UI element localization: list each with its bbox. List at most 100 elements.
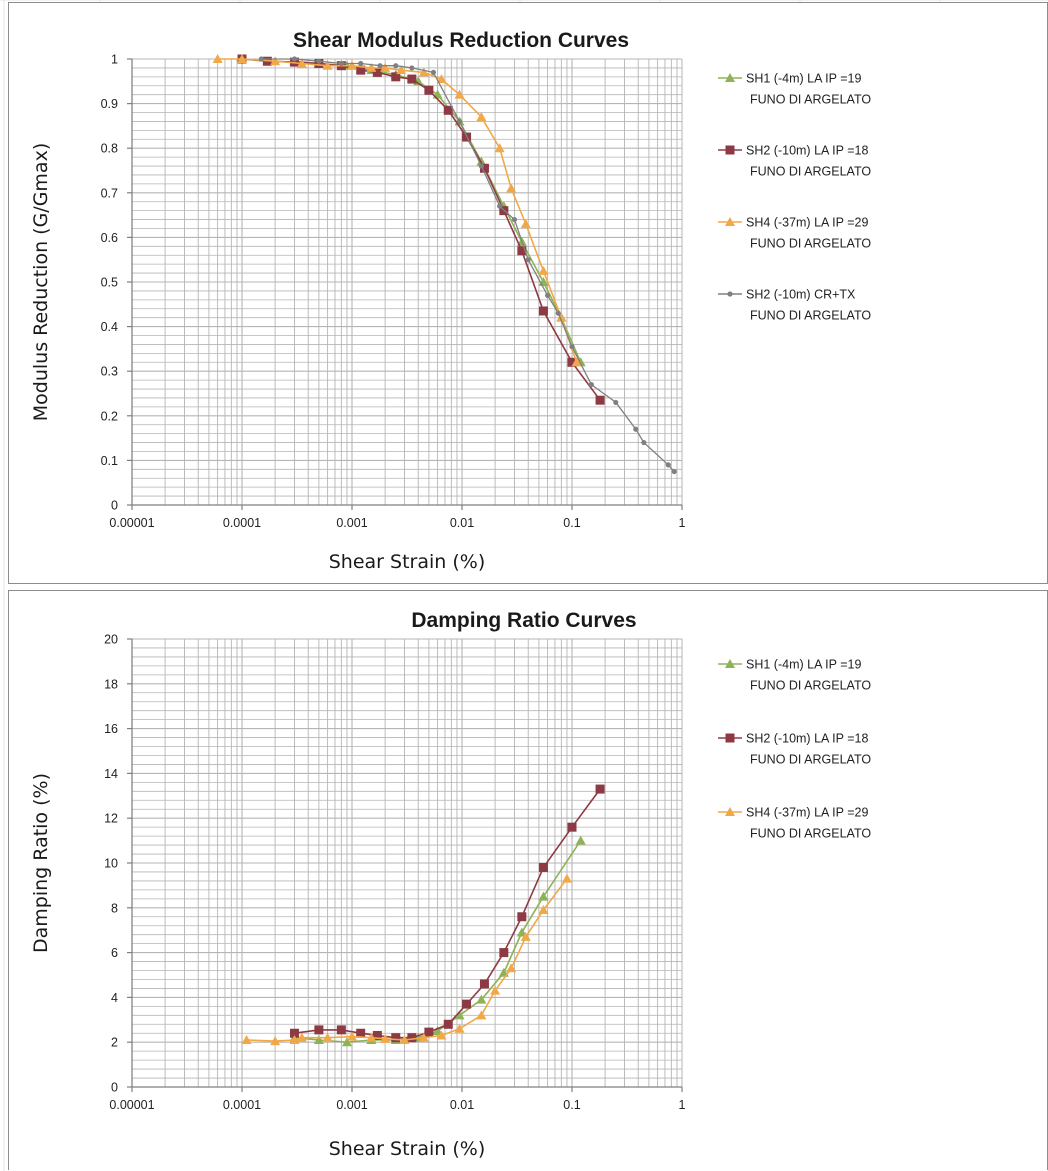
y-tick-label: 0.7 xyxy=(101,186,118,200)
legend-entry: SH2 (-10m) LA IP =18 FUNO DI ARGELATO xyxy=(718,144,871,179)
data-point xyxy=(372,67,382,77)
plot-grid xyxy=(131,58,683,506)
data-point xyxy=(241,1034,252,1044)
data-point xyxy=(366,1032,377,1042)
data-point xyxy=(538,905,549,915)
y-tick-label: 4 xyxy=(111,991,118,1005)
chart-title: Shear Modulus Reduction Curves xyxy=(293,29,629,52)
data-point xyxy=(322,60,333,70)
data-point xyxy=(671,468,677,475)
legend-entry: SH2 (-10m) LA IP =18 FUNO DI ARGELATO xyxy=(718,732,871,767)
data-point xyxy=(407,1033,417,1043)
y-axis-title: Modulus Reduction (G/Gmax) xyxy=(30,143,52,421)
data-point xyxy=(407,74,417,84)
legend-label: SH4 (-37m) LA IP =29 xyxy=(746,216,868,230)
series-sh4 xyxy=(241,873,572,1046)
data-point xyxy=(393,63,399,69)
legend-label: FUNO DI ARGELATO xyxy=(750,93,871,107)
data-point xyxy=(237,54,247,63)
legend-marker xyxy=(725,659,735,668)
legend-marker xyxy=(725,807,735,816)
y-tick-label: 16 xyxy=(104,722,118,736)
data-point xyxy=(358,60,364,67)
axes xyxy=(127,58,683,510)
data-point xyxy=(432,89,443,99)
data-point xyxy=(454,1010,465,1020)
data-point xyxy=(633,426,639,432)
legend-label: FUNO DI ARGELATO xyxy=(750,827,871,841)
data-point xyxy=(366,62,377,72)
data-point xyxy=(409,65,415,71)
modulus-reduction-chart-panel[interactable]: Shear Modulus Reduction Curves 0 0.1 0.2 0.3… xyxy=(8,2,1048,584)
data-point xyxy=(391,72,401,82)
legend-label: SH1 (-4m) LA IP =19 xyxy=(746,72,861,86)
y-tick-label: 6 xyxy=(111,946,118,960)
data-point xyxy=(322,1032,333,1042)
y-axis-title: Damping Ratio (%) xyxy=(30,773,52,953)
data-point xyxy=(490,985,501,995)
data-point xyxy=(567,822,577,832)
y-tick-label: 8 xyxy=(111,901,118,915)
x-tick-label: 0.1 xyxy=(563,1098,580,1112)
data-point xyxy=(575,835,586,845)
legend-marker xyxy=(725,73,735,82)
legend-label: FUNO DI ARGELATO xyxy=(750,237,871,251)
data-point xyxy=(511,216,518,223)
data-point xyxy=(377,63,383,69)
x-axis-title: Shear Strain (%) xyxy=(329,551,486,573)
legend-entry: SH2 (-10m) CR+TX FUNO DI ARGELATO xyxy=(718,288,871,323)
data-point xyxy=(418,1032,429,1042)
data-point xyxy=(476,1010,487,1020)
y-tick-label: 0.9 xyxy=(101,97,118,111)
data-point xyxy=(476,994,487,1004)
data-point xyxy=(289,1028,299,1038)
data-point xyxy=(555,310,561,316)
y-tick-label: 2 xyxy=(111,1036,118,1050)
legend-label: SH1 (-4m) LA IP =19 xyxy=(746,658,861,672)
y-tick-label: 0.3 xyxy=(101,365,118,379)
y-tick-label: 10 xyxy=(104,857,118,871)
legend-label: SH4 (-37m) LA IP =29 xyxy=(746,806,868,820)
x-tick-label: 0.001 xyxy=(336,1098,367,1112)
data-point xyxy=(432,1026,443,1035)
x-axis-title: Shear Strain (%) xyxy=(329,1138,486,1160)
x-tick-label: 0.001 xyxy=(336,516,367,530)
legend-marker xyxy=(725,217,735,226)
data-point xyxy=(641,439,647,446)
data-point xyxy=(258,56,264,62)
data-point xyxy=(356,65,366,75)
data-point xyxy=(347,1031,357,1041)
data-point xyxy=(418,67,429,77)
y-tick-label: 0.4 xyxy=(101,320,118,334)
data-point xyxy=(296,58,307,68)
data-point xyxy=(499,948,509,958)
data-point xyxy=(613,399,619,406)
data-point xyxy=(538,265,549,275)
series-sh2 xyxy=(289,784,605,1043)
x-tick-label: 0.01 xyxy=(450,1098,474,1112)
data-point xyxy=(296,1032,307,1042)
data-point xyxy=(479,979,489,989)
damping-ratio-chart-panel[interactable]: Damping Ratio Curves 0 2 4 6 8 10 12 14 16 18 20 0.0… xyxy=(8,590,1048,1170)
legend-entry: SH4 (-37m) LA IP =29 FUNO DI ARGELATO xyxy=(718,216,871,251)
data-point xyxy=(424,85,434,95)
data-point xyxy=(538,891,549,901)
legend-label: SH2 (-10m) LA IP =18 xyxy=(746,144,868,158)
data-point xyxy=(476,156,487,166)
plot-grid xyxy=(131,638,683,1088)
data-point xyxy=(538,862,548,872)
data-point xyxy=(506,183,517,193)
data-point xyxy=(291,56,298,62)
legend-entry: SH1 (-4m) LA IP =19 FUNO DI ARGELATO xyxy=(718,72,871,107)
data-point xyxy=(561,873,572,883)
y-tick-label: 0 xyxy=(111,1081,118,1095)
data-point xyxy=(456,118,463,125)
data-point xyxy=(476,111,487,121)
data-point xyxy=(525,257,531,263)
data-point xyxy=(595,395,605,405)
modulus-reduction-chart: Shear Modulus Reduction Curves 0 0.1 0.2 0.3… xyxy=(30,29,871,573)
damping-ratio-chart: Damping Ratio Curves 0 2 4 6 8 10 12 14 16 18 20 0.0… xyxy=(30,609,871,1160)
data-point xyxy=(443,1019,453,1029)
data-point xyxy=(436,74,447,84)
axes xyxy=(127,638,683,1092)
